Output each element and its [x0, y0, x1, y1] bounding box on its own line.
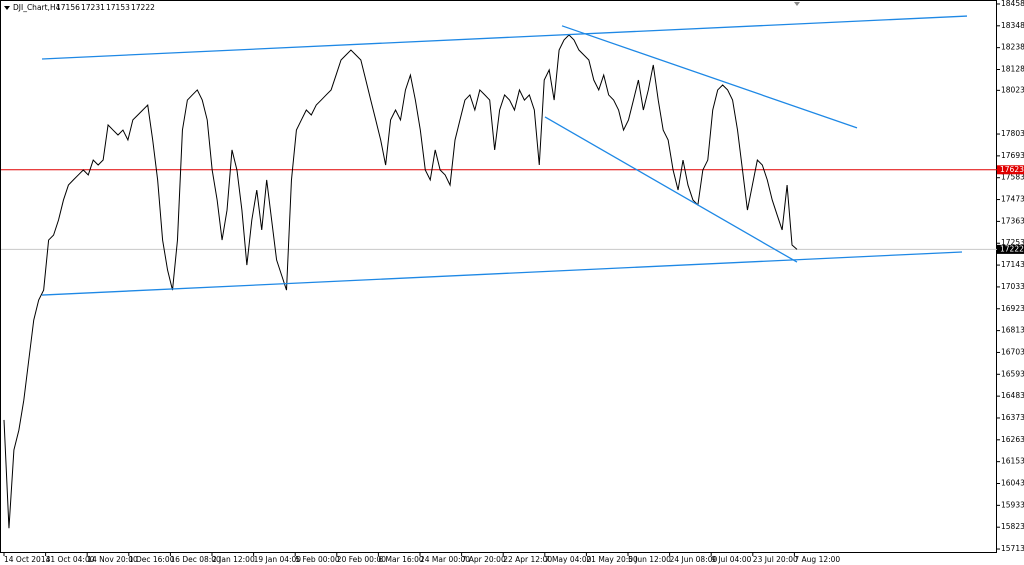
trend-line [561, 25, 858, 129]
price-label: 17623 [1000, 165, 1024, 174]
y-tick-label: 16593 [1001, 369, 1024, 378]
y-tick-label: 16263 [1001, 435, 1024, 444]
y-tick-label: 16043 [1001, 479, 1024, 488]
x-tick-label: 7 Apr 20:00 [462, 555, 506, 564]
y-tick-label: 16813 [1001, 326, 1024, 335]
x-tick-label: 31 Oct 04:00 [46, 555, 95, 564]
x-tick-label: 7 May 04:00 [545, 555, 592, 564]
x-tick-label: 6 Mar 16:00 [378, 555, 424, 564]
y-tick-label: 17803 [1001, 129, 1024, 138]
x-tick-label: 24 Mar 00:00 [420, 555, 470, 564]
y-tick-label: 16483 [1001, 391, 1024, 400]
x-tick-label: 9 Jul 04:00 [711, 555, 751, 564]
x-tick-label: 5 Feb 00:00 [295, 555, 340, 564]
x-tick-label: 21 May 20:00 [586, 555, 638, 564]
y-tick-label: 18348 [1001, 21, 1024, 30]
trend-line [41, 251, 963, 296]
ohlc-value: 17222 [131, 3, 155, 12]
price-label-box [997, 244, 1024, 254]
x-tick-label: 22 Apr 12:00 [503, 555, 552, 564]
price-label-box [997, 165, 1024, 175]
plot-frame [0, 0, 997, 553]
x-tick-label: 19 Jan 04:00 [254, 555, 302, 564]
x-tick-label: 14 Nov 20:00 [87, 555, 138, 564]
y-tick-label: 17033 [1001, 282, 1024, 291]
y-tick-label: 18458 [1001, 0, 1024, 8]
x-tick-label: 24 Jun 08:00 [670, 555, 718, 564]
y-tick-label: 18238 [1001, 43, 1024, 52]
menu-arrow [4, 6, 10, 10]
x-tick-label: 5 Jun 12:00 [628, 555, 671, 564]
price-label: 17222 [1000, 244, 1024, 253]
x-tick-label: 2 Jan 12:00 [212, 555, 255, 564]
trend-line [41, 15, 968, 60]
y-tick-label: 17693 [1001, 151, 1024, 160]
price-line [3, 34, 798, 529]
ohlc-value: 17231 [81, 3, 105, 12]
y-tick-label: 18128 [1001, 64, 1024, 73]
y-tick-label: 15823 [1001, 522, 1024, 531]
ohlc-value: 17153 [106, 3, 130, 12]
ohlc-value: 17156 [56, 3, 80, 12]
x-tick-label: 1 Dec 16:00 [129, 555, 175, 564]
x-tick-label: 16 Dec 08:00 [170, 555, 221, 564]
y-tick-label: 18023 [1001, 85, 1024, 94]
x-tick-label: 20 Feb 00:00 [337, 555, 386, 564]
shift-marker [794, 2, 800, 6]
y-tick-label: 15933 [1001, 500, 1024, 509]
y-tick-label: 17363 [1001, 216, 1024, 225]
y-tick-label: 17253 [1001, 238, 1024, 247]
y-tick-label: 16923 [1001, 304, 1024, 313]
x-tick-label: 14 Oct 2014 [4, 555, 51, 564]
y-tick-label: 16373 [1001, 413, 1024, 422]
trend-line [544, 116, 798, 263]
y-tick-label: 15713 [1001, 544, 1024, 553]
y-tick-label: 16153 [1001, 457, 1024, 466]
y-tick-label: 17583 [1001, 173, 1024, 182]
y-tick-label: 16703 [1001, 347, 1024, 356]
y-tick-label: 17473 [1001, 195, 1024, 204]
x-tick-label: 7 Aug 12:00 [794, 555, 840, 564]
chart-title: DJI_Chart,H4 [13, 3, 61, 12]
x-tick-label: 23 Jul 20:00 [753, 555, 798, 564]
y-tick-label: 17143 [1001, 260, 1024, 269]
